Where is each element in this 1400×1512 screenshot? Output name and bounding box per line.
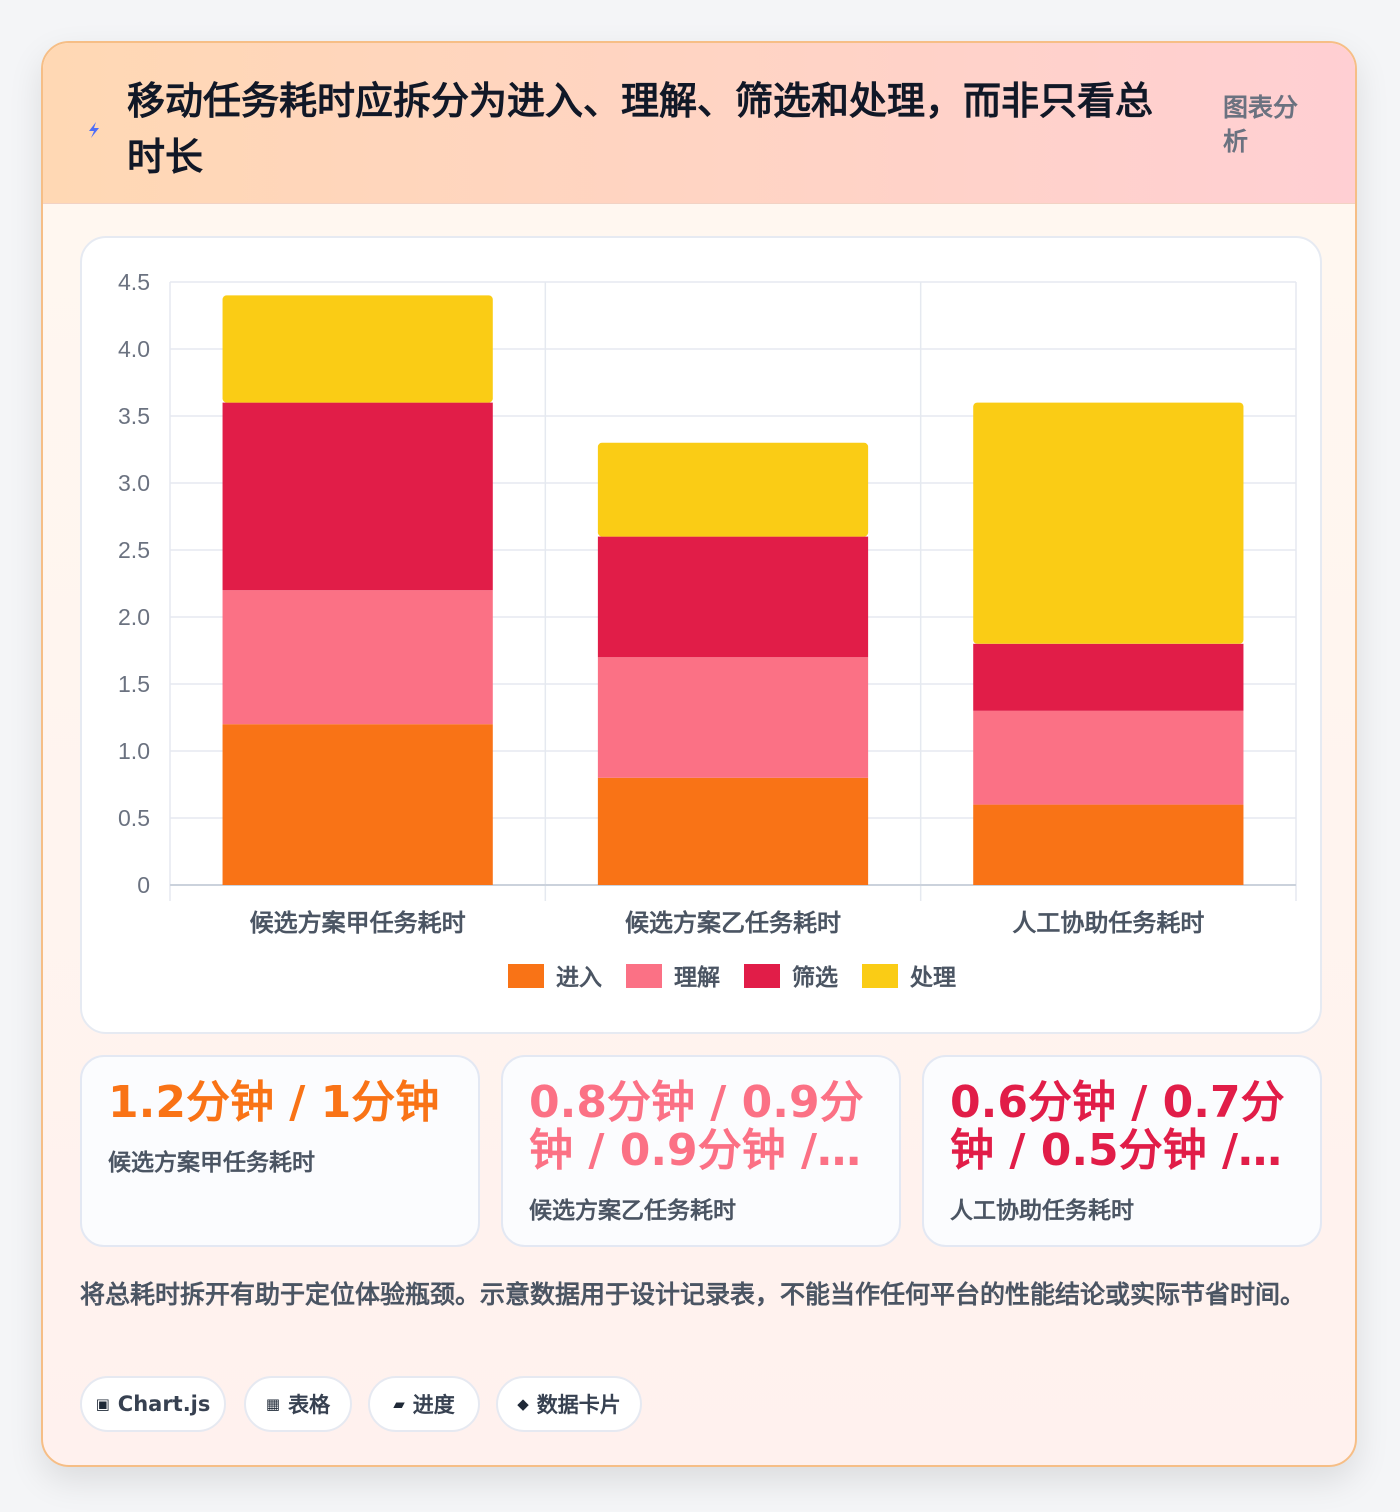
stat-label: 候选方案甲任务耗时	[108, 1150, 315, 1176]
stat-value: 1.2分钟 / 1分钟	[108, 1079, 440, 1127]
stat-card-plan-b: 0.8分钟 / 0.9分钟 / 0.9分钟 / 0.7分钟 候选方案乙任务耗时	[501, 1055, 901, 1247]
y-tick-label: 2.0	[118, 604, 150, 630]
y-tick-label: 2.5	[118, 537, 150, 563]
y-tick-label: 4.0	[118, 336, 150, 362]
page-title: 移动任务耗时应拆分为进入、理解、筛选和处理，而非只看总时长	[127, 79, 1154, 179]
stat-card-manual-assist: 0.6分钟 / 0.7分钟 / 0.5分钟 / 1.8分钟 人工协助任务耗时	[922, 1055, 1322, 1247]
bar-segment	[973, 804, 1244, 885]
footnote: 将总耗时拆开有助于定位体验瓶颈。示意数据用于设计记录表，不能当作任何平台的性能结…	[80, 1280, 1306, 1309]
chip-label: Chart.js	[117, 1392, 211, 1416]
bar-segment	[222, 724, 493, 885]
legend-swatch	[508, 964, 544, 988]
bar-segment	[973, 643, 1244, 711]
bar-segment	[597, 536, 869, 658]
table-icon: ▦	[265, 1395, 281, 1413]
stacked-bar-chart: 0 0.5 1.0 1.5 2.0 2.5 3.0 3.5 4.0 4.5 候选方案甲任务耗时 候选方…	[118, 269, 1297, 990]
legend-swatch	[744, 964, 780, 988]
bar-segment	[597, 657, 869, 778]
chart-panel: 0 0.5 1.0 1.5 2.0 2.5 3.0 3.5 4.0 4.5 候选方案甲任务耗时 候选方…	[80, 236, 1322, 1034]
bar-segment	[222, 295, 493, 403]
chip-label: 数据卡片	[536, 1393, 621, 1417]
chart-card: 移动任务耗时应拆分为进入、理解、筛选和处理，而非只看总时长 图表分析 0 0.5 1…	[41, 41, 1357, 1467]
bar-segment	[222, 402, 493, 591]
diamond-icon: ◆	[517, 1395, 529, 1413]
stat-card-plan-a: 1.2分钟 / 1分钟 候选方案甲任务耗时	[80, 1055, 480, 1247]
stat-label: 人工协助任务耗时	[950, 1198, 1134, 1224]
y-tick-label: 1.5	[118, 671, 150, 697]
chip-table[interactable]: ▦ 表格	[244, 1376, 352, 1432]
bar-segment	[973, 710, 1244, 805]
bar-segment	[973, 402, 1244, 644]
legend-swatch	[862, 964, 898, 988]
legend-label: 筛选	[792, 964, 838, 990]
chip-label: 进度	[412, 1393, 455, 1417]
chip-chartjs[interactable]: ▣ Chart.js	[80, 1376, 226, 1432]
category-tag: 图表分析	[1223, 93, 1299, 156]
y-tick-label: 3.0	[118, 470, 150, 496]
stat-value: 0.6分钟 / 0.7分钟 / 0.5分钟 / 1.8分钟	[950, 1079, 1285, 1175]
chart-icon: ▣	[95, 1395, 110, 1413]
legend-label: 处理	[909, 964, 956, 990]
stat-label: 候选方案乙任务耗时	[529, 1198, 736, 1224]
bar-segment	[597, 777, 869, 885]
card-header: 移动任务耗时应拆分为进入、理解、筛选和处理，而非只看总时长 图表分析	[43, 43, 1355, 204]
legend-label: 进入	[556, 964, 602, 990]
x-tick-label: 人工协助任务耗时	[1012, 909, 1204, 937]
chip-label: 表格	[288, 1393, 331, 1417]
y-tick-label: 1.0	[118, 738, 150, 764]
legend-label: 理解	[674, 964, 720, 990]
x-tick-label: 候选方案甲任务耗时	[250, 909, 466, 937]
y-tick-label: 3.5	[118, 403, 150, 429]
lightning-icon	[89, 122, 99, 138]
legend-swatch	[626, 964, 662, 988]
bar-segment	[222, 590, 493, 725]
chip-data-card[interactable]: ◆ 数据卡片	[496, 1376, 642, 1432]
chip-progress[interactable]: ▰ 进度	[368, 1376, 480, 1432]
y-tick-label: 0.5	[118, 805, 150, 831]
stat-value: 0.8分钟 / 0.9分钟 / 0.9分钟 / 0.7分钟	[529, 1079, 864, 1175]
bar-segment	[597, 442, 869, 537]
x-tick-label: 候选方案乙任务耗时	[625, 909, 841, 937]
progress-icon: ▰	[393, 1395, 405, 1413]
y-tick-label: 0	[137, 872, 150, 898]
y-tick-label: 4.5	[118, 269, 150, 295]
